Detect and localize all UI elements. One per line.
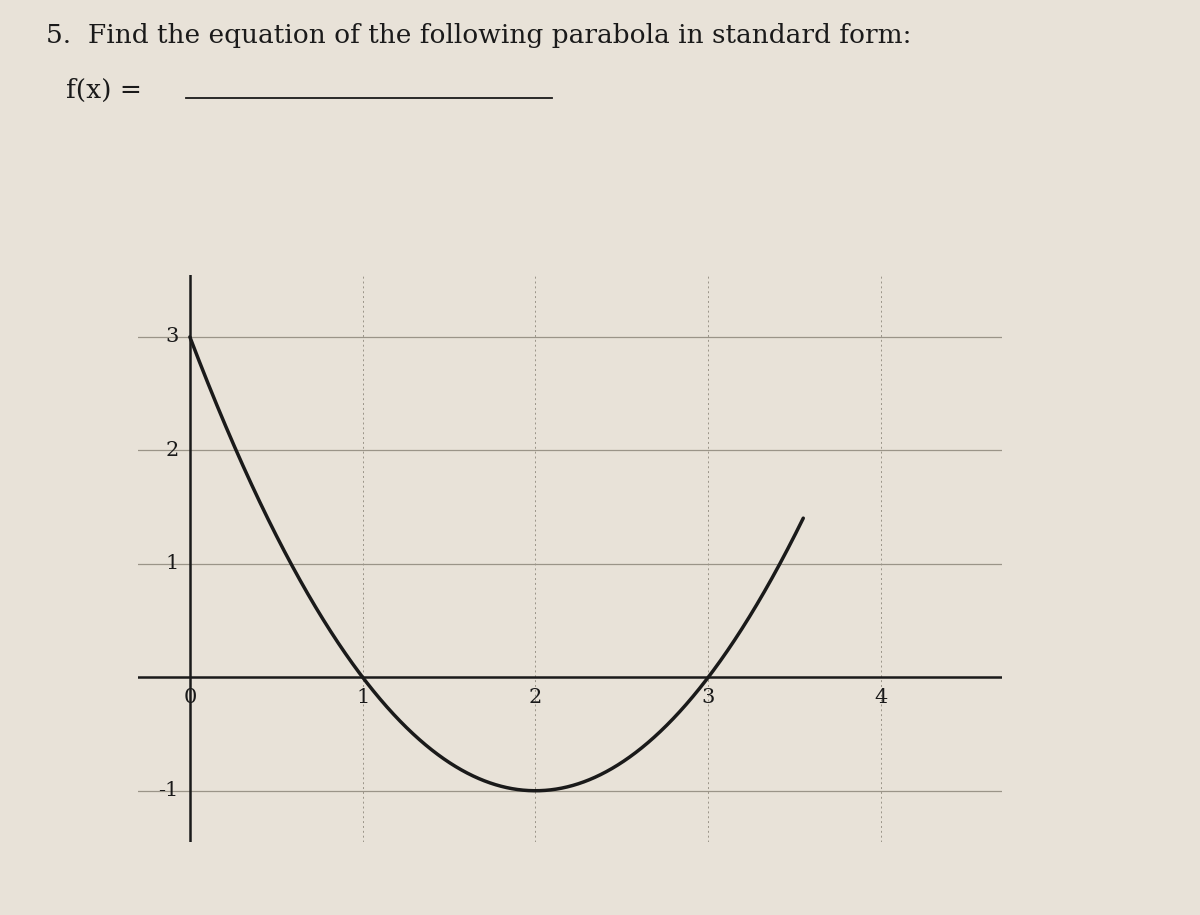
- Text: 1: 1: [166, 554, 179, 574]
- Text: 3: 3: [166, 328, 179, 347]
- Text: 5.  Find the equation of the following parabola in standard form:: 5. Find the equation of the following pa…: [46, 23, 911, 48]
- Text: f(x) =: f(x) =: [66, 78, 142, 102]
- Text: -1: -1: [158, 781, 179, 801]
- Text: 0: 0: [184, 688, 197, 707]
- Text: 2: 2: [166, 441, 179, 460]
- Text: 4: 4: [875, 688, 888, 707]
- Text: 1: 1: [356, 688, 370, 707]
- Text: 2: 2: [529, 688, 542, 707]
- Text: 3: 3: [702, 688, 715, 707]
